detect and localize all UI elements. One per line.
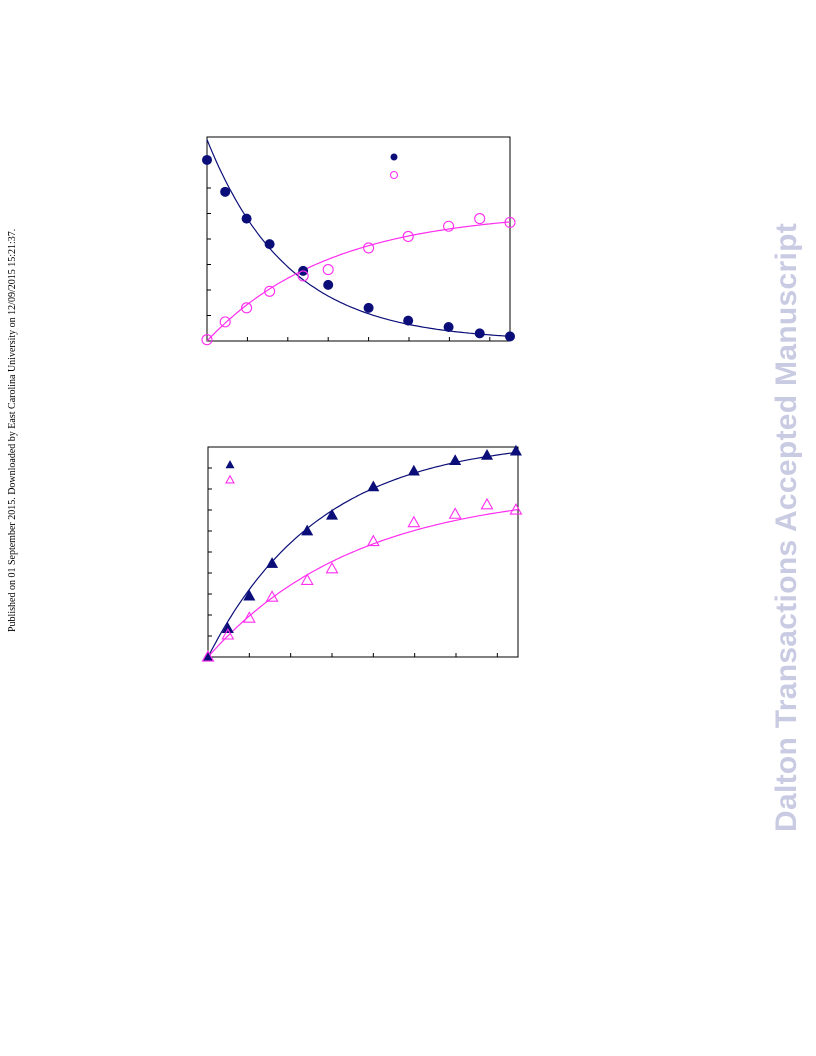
- top-series-1-point: [443, 321, 454, 332]
- bottom-series-1-point: [449, 454, 462, 466]
- top-legend-marker-1: [390, 153, 398, 161]
- top-series-2-point: [363, 242, 375, 254]
- bottom-series-1-point: [407, 464, 420, 476]
- top-fit-curve-2: [206, 221, 511, 342]
- bottom-plot-frame: [207, 446, 519, 658]
- top-series-1-point: [403, 315, 414, 326]
- bottom-series-1-point: [367, 480, 380, 492]
- top-series-2-point: [264, 285, 276, 297]
- bottom-series-2-point: [480, 497, 494, 510]
- top-series-2-point: [201, 334, 213, 346]
- bottom-legend-marker-1: [225, 460, 235, 469]
- top-series-2-point: [297, 270, 309, 282]
- top-series-1-point: [220, 186, 231, 197]
- bottom-series-2-point: [221, 628, 235, 640]
- bottom-series-2-point: [407, 515, 421, 528]
- top-series-2-point: [443, 220, 455, 232]
- bottom-series-1-point: [221, 622, 234, 634]
- top-series-1-point: [474, 328, 485, 339]
- top-series-2-point: [241, 302, 253, 314]
- top-fit-curve-1: [206, 139, 511, 337]
- top-series-2-point: [402, 230, 414, 242]
- bottom-series-2-point: [242, 611, 256, 623]
- top-series-2-point: [219, 316, 231, 328]
- top-series-1-point: [202, 154, 212, 165]
- bottom-series-1-point: [325, 508, 339, 520]
- bottom-series-2-point: [300, 573, 314, 585]
- bottom-series-2-point: [366, 534, 380, 547]
- bottom-fit-curve-1: [207, 451, 519, 658]
- top-series-2-point: [322, 264, 334, 276]
- bottom-series-2-point: [325, 561, 339, 574]
- bottom-series-2-point: [448, 507, 462, 519]
- bottom-legend-marker-2: [225, 474, 235, 484]
- top-series-1-point: [505, 331, 515, 342]
- top-series-2-point: [474, 213, 486, 225]
- bottom-series-1-point: [266, 557, 279, 568]
- bottom-fit-curve-2: [207, 509, 519, 658]
- bottom-series-2-point: [265, 590, 279, 602]
- bottom-series-2-point: [201, 650, 215, 662]
- bottom-series-1-point: [509, 444, 522, 456]
- bottom-series-2-point: [509, 503, 523, 515]
- top-series-1-point: [323, 279, 334, 290]
- top-series-2-point: [504, 216, 516, 228]
- top-legend-marker-2: [389, 170, 399, 180]
- bottom-series-1-point: [301, 524, 314, 536]
- bottom-series-1-point: [480, 448, 494, 460]
- bottom-series-1-point: [243, 589, 256, 601]
- top-series-1-point: [363, 302, 374, 313]
- top-series-1-point: [264, 239, 275, 250]
- top-series-1-point: [241, 213, 252, 224]
